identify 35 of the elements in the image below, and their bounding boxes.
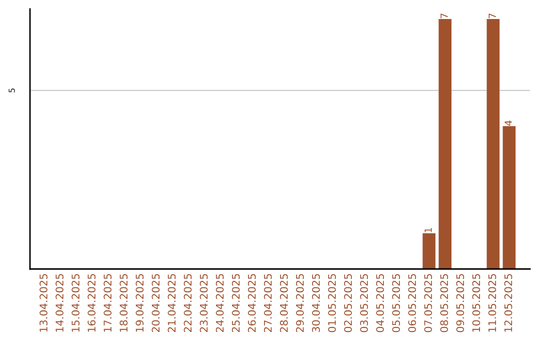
data-label: 1 bbox=[424, 228, 432, 232]
x-tick-label: 01.05.2025 bbox=[328, 274, 336, 332]
x-tick-label: 17.04.2025 bbox=[104, 274, 112, 332]
x-tick-label: 16.04.2025 bbox=[88, 274, 96, 332]
x-tick-label: 07.05.2025 bbox=[424, 274, 432, 332]
x-tick-label: 18.04.2025 bbox=[120, 274, 128, 332]
x-tick-label: 25.04.2025 bbox=[232, 274, 240, 332]
x-tick-label: 12.05.2025 bbox=[504, 274, 512, 332]
x-tick-label: 13.04.2025 bbox=[40, 274, 48, 332]
x-tick-label: 05.05.2025 bbox=[392, 274, 400, 332]
x-tick-label: 19.04.2025 bbox=[136, 274, 144, 332]
x-tick-label: 06.05.2025 bbox=[408, 274, 416, 332]
data-label: 7 bbox=[488, 14, 496, 18]
x-tick-label: 22.04.2025 bbox=[184, 274, 192, 332]
x-tick-label: 24.04.2025 bbox=[216, 274, 224, 332]
x-tick-label: 02.05.2025 bbox=[344, 274, 352, 332]
x-tick-label: 10.05.2025 bbox=[472, 274, 480, 332]
ref-line-label: 5 bbox=[8, 88, 15, 92]
x-tick-label: 08.05.2025 bbox=[440, 274, 448, 332]
x-tick-label: 26.04.2025 bbox=[248, 274, 256, 332]
x-tick-label: 21.04.2025 bbox=[168, 274, 176, 332]
x-tick-label: 09.05.2025 bbox=[456, 274, 464, 332]
x-tick-label: 14.04.2025 bbox=[56, 274, 64, 332]
x-tick-label: 30.04.2025 bbox=[312, 274, 320, 332]
x-tick-label: 29.04.2025 bbox=[296, 274, 304, 332]
x-tick-label: 20.04.2025 bbox=[152, 274, 160, 332]
x-tick-label: 15.04.2025 bbox=[72, 274, 80, 332]
x-tick-label: 03.05.2025 bbox=[360, 274, 368, 332]
data-label: 7 bbox=[440, 14, 448, 18]
x-tick-label: 23.04.2025 bbox=[200, 274, 208, 332]
x-tick-label: 27.04.2025 bbox=[264, 274, 272, 332]
x-tick-label: 28.04.2025 bbox=[280, 274, 288, 332]
x-tick-label: 04.05.2025 bbox=[376, 274, 384, 332]
x-tick-label: 11.05.2025 bbox=[488, 274, 496, 332]
data-label: 4 bbox=[504, 120, 512, 126]
